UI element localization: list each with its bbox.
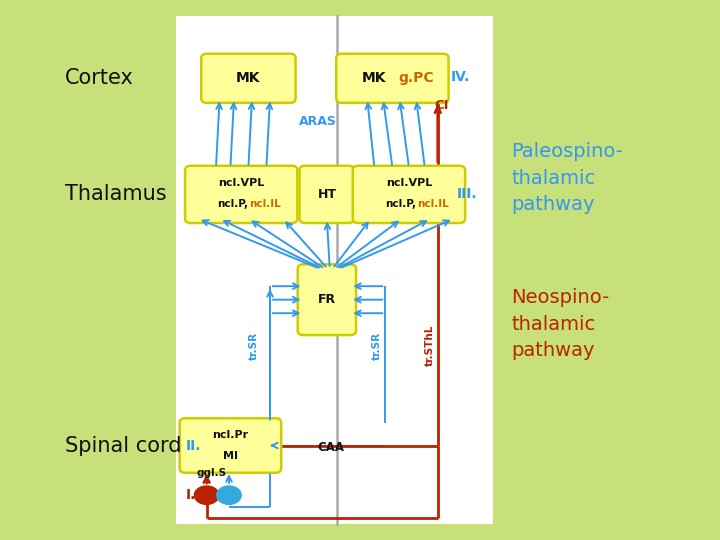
Text: Thalamus: Thalamus (65, 184, 166, 205)
Circle shape (217, 486, 241, 504)
Text: tr.SThL: tr.SThL (425, 325, 435, 366)
Text: Cortex: Cortex (65, 68, 134, 89)
FancyBboxPatch shape (353, 166, 465, 223)
Text: III.: III. (456, 187, 477, 201)
Text: MK: MK (362, 71, 387, 85)
Text: MI: MI (223, 451, 238, 461)
FancyBboxPatch shape (176, 16, 493, 524)
Text: Neospino-
thalamic
pathway: Neospino- thalamic pathway (511, 288, 609, 360)
Text: I.: I. (186, 488, 196, 502)
Text: ncl.P,: ncl.P, (217, 199, 248, 209)
FancyBboxPatch shape (185, 166, 297, 223)
Text: II.: II. (186, 438, 202, 453)
Text: ncl.Pr: ncl.Pr (212, 430, 248, 440)
Text: CI: CI (435, 99, 449, 112)
FancyBboxPatch shape (336, 54, 449, 103)
Text: ncl.VPL: ncl.VPL (218, 178, 264, 187)
FancyBboxPatch shape (180, 418, 282, 473)
Text: FR: FR (318, 293, 336, 306)
FancyBboxPatch shape (300, 166, 354, 223)
Text: ncl.VPL: ncl.VPL (386, 178, 432, 187)
Text: g.PC: g.PC (398, 71, 434, 85)
Text: ggl.S: ggl.S (197, 468, 227, 478)
Circle shape (194, 486, 219, 504)
Text: tr.SR: tr.SR (372, 332, 382, 360)
Text: HT: HT (318, 188, 336, 201)
FancyBboxPatch shape (201, 54, 296, 103)
Text: ncl.IL: ncl.IL (249, 199, 281, 209)
Text: Paleospino-
thalamic
pathway: Paleospino- thalamic pathway (511, 142, 623, 214)
Text: MK: MK (236, 71, 261, 85)
Text: Spinal cord: Spinal cord (65, 435, 181, 456)
Text: ARAS: ARAS (300, 115, 337, 128)
Text: IV.: IV. (451, 70, 470, 84)
Text: ncl.IL: ncl.IL (417, 199, 449, 209)
Text: CAA: CAA (318, 441, 345, 454)
Text: ncl.P,: ncl.P, (384, 199, 416, 209)
Text: tr.SR: tr.SR (248, 332, 258, 360)
FancyBboxPatch shape (298, 265, 356, 335)
